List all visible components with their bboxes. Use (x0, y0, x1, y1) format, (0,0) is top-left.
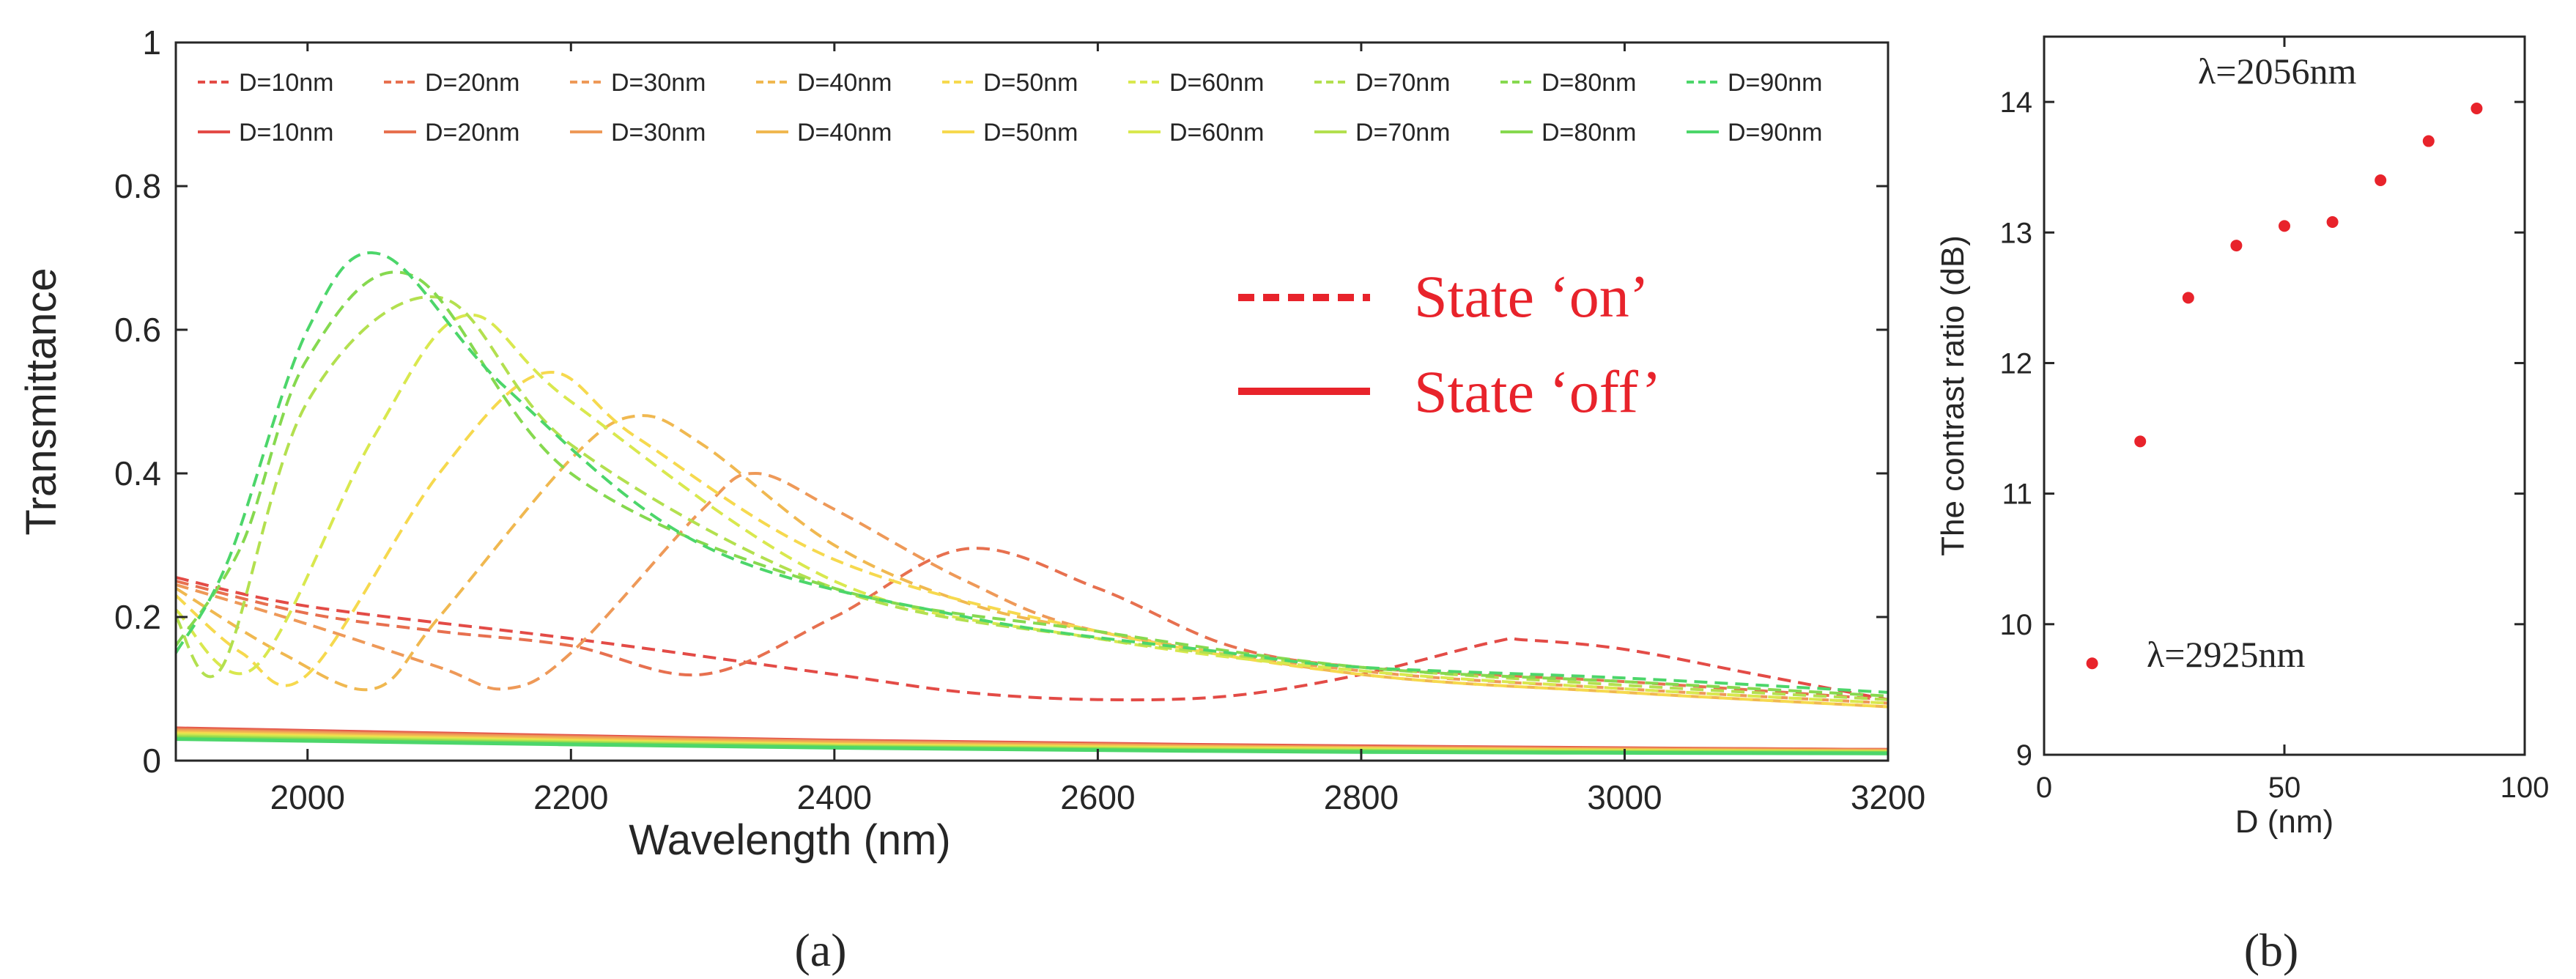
annotation-lambda-2925: λ=2925nm (2147, 634, 2305, 675)
scatter-point (2086, 657, 2098, 670)
y-tick-label: 12 (2000, 347, 2033, 380)
x-axis-label-b: D (nm) (2235, 804, 2333, 840)
legend-label-off: D=30nm (611, 119, 706, 147)
series-line-on-d-20nm (175, 547, 1889, 701)
legend-label-on: D=40nm (797, 69, 892, 97)
y-tick-label: 11 (2002, 479, 2032, 511)
series-line-on-d-90nm (174, 251, 1889, 694)
axes-frame-a (174, 41, 1890, 762)
legend-label-off: D=50nm (983, 119, 1078, 147)
legend-label-on: D=30nm (611, 69, 706, 97)
y-tick-label: 0.2 (114, 598, 161, 636)
scatter-point (2134, 435, 2147, 448)
series-line-on-d-50nm (174, 370, 1889, 709)
legend-label-on: D=80nm (1541, 69, 1636, 97)
legend-label-off: D=70nm (1355, 119, 1450, 147)
series-line-on-d-40nm (174, 414, 1889, 709)
x-ticks-a: 2000 2200 2400 2600 2800 3000 3200 (270, 43, 1925, 816)
legend-label-on: D=10nm (239, 69, 333, 97)
legend-a: D=10nm D=20nm D=30nm D=40nm D=50nm D=60nm D=70… (192, 51, 1870, 169)
series-line-on-d-70nm (174, 295, 1889, 701)
y-tick-label: 0 (142, 742, 161, 780)
legend-label-on: D=60nm (1169, 69, 1264, 97)
y-tick-label: 1 (142, 23, 161, 62)
scatter-point (2470, 103, 2483, 114)
y-ticks-a: 0 0.2 0.4 0.6 0.8 1 (114, 23, 1888, 780)
series-line-on-d-80nm (174, 270, 1889, 698)
legend-label-off: D=90nm (1728, 119, 1822, 147)
legend-label-off: D=60nm (1169, 119, 1264, 147)
legend-label-off: D=40nm (797, 119, 892, 147)
scatter-points-b (2086, 103, 2483, 670)
legend-label-on: D=20nm (425, 69, 519, 97)
legend-label-on: D=50nm (983, 69, 1078, 97)
legend-label-off: D=20nm (425, 119, 519, 147)
y-axis-label-a: Transmittance (18, 267, 65, 535)
y-axis-label-b: The contrast ratio (dB) (1935, 235, 1971, 556)
panel-b-scatter-chart: 9 10 11 12 13 14 0 50 100 D (nm) The contrast r… (1935, 35, 2550, 976)
x-tick-label: 2000 (270, 778, 345, 816)
x-tick-label: 2600 (1060, 778, 1135, 816)
y-ticks-b: 9 10 11 12 13 14 (2000, 86, 2525, 772)
scatter-point (2375, 174, 2387, 186)
panel-a-line-chart: 0 0.2 0.4 0.6 0.8 1 2000 2200 2400 2600 2800 3000 3… (18, 23, 1925, 976)
x-tick-label: 100 (2501, 772, 2550, 804)
y-tick-label: 0.6 (114, 311, 161, 349)
legend-label-off: D=80nm (1541, 119, 1636, 147)
x-axis-label-a: Wavelength (nm) (629, 816, 950, 864)
y-tick-label: 14 (2000, 86, 2033, 119)
legend-label-off: D=10nm (239, 119, 333, 147)
scatter-point (2326, 216, 2339, 229)
state-on-label: State ‘on’ (1414, 263, 1649, 330)
scatter-point (2230, 240, 2243, 252)
x-tick-label: 50 (2268, 772, 2301, 804)
legend-box (192, 51, 1870, 169)
x-tick-label: 3200 (1851, 778, 1925, 816)
series-line-on-d-10nm (175, 576, 1889, 702)
scatter-point (2422, 135, 2435, 147)
state-off-label: State ‘off’ (1414, 358, 1662, 425)
x-tick-label: 0 (2036, 772, 2052, 804)
y-tick-label: 10 (2000, 609, 2033, 641)
plot-area-b (2044, 37, 2525, 755)
y-tick-label: 0.8 (114, 167, 161, 205)
panel-label-b: (b) (2244, 924, 2299, 976)
panel-label-a: (a) (794, 924, 846, 976)
scatter-point (2279, 220, 2290, 232)
x-ticks-b: 0 50 100 (2036, 37, 2550, 804)
y-tick-label: 0.4 (114, 454, 161, 492)
legend-label-on: D=70nm (1355, 69, 1450, 97)
series-line-off-d-90nm (175, 737, 1889, 756)
series-group-a (174, 251, 1889, 756)
y-tick-label: 13 (2000, 217, 2033, 249)
legend-label-on: D=90nm (1728, 69, 1822, 97)
y-tick-label: 9 (2016, 739, 2032, 772)
annotation-lambda-2056: λ=2056nm (2198, 51, 2356, 92)
series-line-on-d-60nm (174, 313, 1889, 705)
state-annotation: State ‘on’ State ‘off’ (1238, 263, 1662, 425)
x-tick-label: 2200 (533, 778, 608, 816)
x-tick-label: 3000 (1587, 778, 1662, 816)
x-tick-label: 2800 (1324, 778, 1399, 816)
scatter-point (2182, 292, 2194, 304)
x-tick-label: 2400 (797, 778, 872, 816)
